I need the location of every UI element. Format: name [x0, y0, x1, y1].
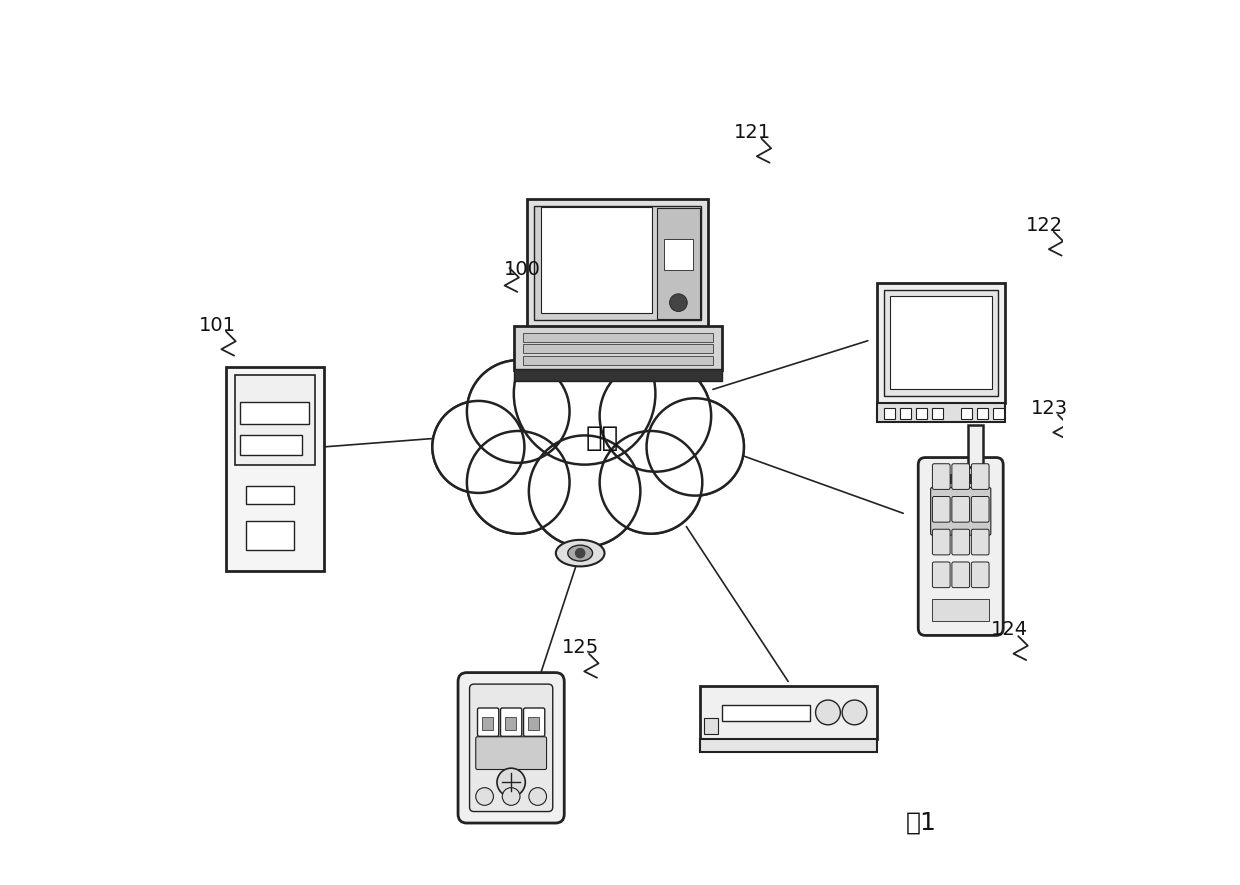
Bar	[967, 425, 983, 467]
FancyBboxPatch shape	[971, 529, 990, 555]
FancyBboxPatch shape	[932, 496, 950, 522]
Circle shape	[497, 768, 526, 796]
Bar	[900, 408, 911, 419]
Circle shape	[467, 360, 569, 463]
Bar	[915, 408, 928, 419]
Circle shape	[513, 323, 656, 465]
Bar	[246, 486, 294, 504]
Bar	[241, 402, 309, 424]
FancyBboxPatch shape	[477, 708, 498, 736]
Bar	[522, 356, 713, 365]
Circle shape	[842, 700, 867, 725]
FancyBboxPatch shape	[932, 464, 950, 489]
Circle shape	[433, 401, 525, 493]
Bar	[932, 599, 990, 621]
FancyBboxPatch shape	[952, 464, 970, 489]
Circle shape	[502, 788, 520, 805]
Bar	[513, 369, 722, 381]
Ellipse shape	[568, 545, 593, 561]
Circle shape	[646, 398, 744, 496]
Circle shape	[528, 788, 547, 805]
FancyBboxPatch shape	[932, 529, 950, 555]
FancyBboxPatch shape	[501, 708, 522, 736]
Circle shape	[670, 294, 687, 312]
Text: 100: 100	[505, 260, 541, 280]
FancyBboxPatch shape	[952, 529, 970, 555]
FancyBboxPatch shape	[458, 673, 564, 823]
Circle shape	[816, 700, 841, 725]
Bar	[699, 686, 877, 739]
FancyBboxPatch shape	[971, 496, 990, 522]
Bar	[884, 408, 895, 419]
FancyBboxPatch shape	[931, 488, 991, 535]
Bar	[965, 473, 973, 484]
Bar	[657, 208, 699, 319]
Circle shape	[467, 431, 569, 534]
Circle shape	[467, 360, 569, 463]
Bar	[890, 296, 992, 389]
FancyBboxPatch shape	[932, 562, 950, 588]
Bar	[534, 206, 702, 320]
Bar	[241, 435, 303, 455]
Bar	[977, 408, 988, 419]
FancyBboxPatch shape	[971, 464, 990, 489]
Text: 图1: 图1	[905, 811, 936, 835]
Bar	[877, 403, 1004, 422]
Ellipse shape	[556, 540, 605, 566]
FancyBboxPatch shape	[952, 496, 970, 522]
Text: 网络: 网络	[585, 424, 619, 452]
Text: 122: 122	[1027, 216, 1064, 235]
Circle shape	[528, 435, 640, 547]
Bar	[931, 408, 944, 419]
Bar	[950, 473, 959, 484]
Bar	[513, 326, 722, 370]
Bar	[522, 333, 713, 342]
Circle shape	[513, 323, 656, 465]
Circle shape	[476, 788, 494, 805]
Circle shape	[600, 360, 712, 472]
FancyBboxPatch shape	[523, 708, 544, 736]
Bar	[992, 408, 1004, 419]
Circle shape	[528, 435, 640, 547]
Bar	[877, 283, 1004, 403]
Bar	[522, 344, 713, 353]
FancyBboxPatch shape	[919, 458, 1003, 635]
Bar	[961, 408, 972, 419]
FancyBboxPatch shape	[470, 684, 553, 812]
Text: 125: 125	[562, 638, 599, 657]
Bar	[699, 739, 877, 752]
Bar	[541, 207, 652, 313]
Bar	[528, 717, 539, 730]
Circle shape	[600, 360, 712, 472]
Text: 123: 123	[1030, 399, 1068, 418]
Bar	[505, 717, 516, 730]
Bar	[236, 375, 315, 465]
Text: 121: 121	[734, 123, 771, 142]
Bar	[226, 367, 324, 571]
FancyBboxPatch shape	[952, 562, 970, 588]
Circle shape	[600, 431, 702, 534]
Bar	[884, 290, 998, 396]
Bar	[246, 521, 294, 550]
FancyBboxPatch shape	[971, 562, 990, 588]
Circle shape	[600, 431, 702, 534]
Bar	[482, 717, 494, 730]
Bar	[527, 199, 708, 327]
Text: 101: 101	[198, 316, 236, 335]
Text: 124: 124	[991, 620, 1028, 639]
Bar	[936, 473, 945, 484]
Bar	[704, 718, 718, 734]
Circle shape	[646, 398, 744, 496]
Bar	[665, 239, 693, 270]
Circle shape	[433, 401, 525, 493]
Circle shape	[575, 548, 585, 558]
FancyBboxPatch shape	[476, 736, 547, 769]
Circle shape	[467, 431, 569, 534]
Bar	[722, 705, 810, 721]
